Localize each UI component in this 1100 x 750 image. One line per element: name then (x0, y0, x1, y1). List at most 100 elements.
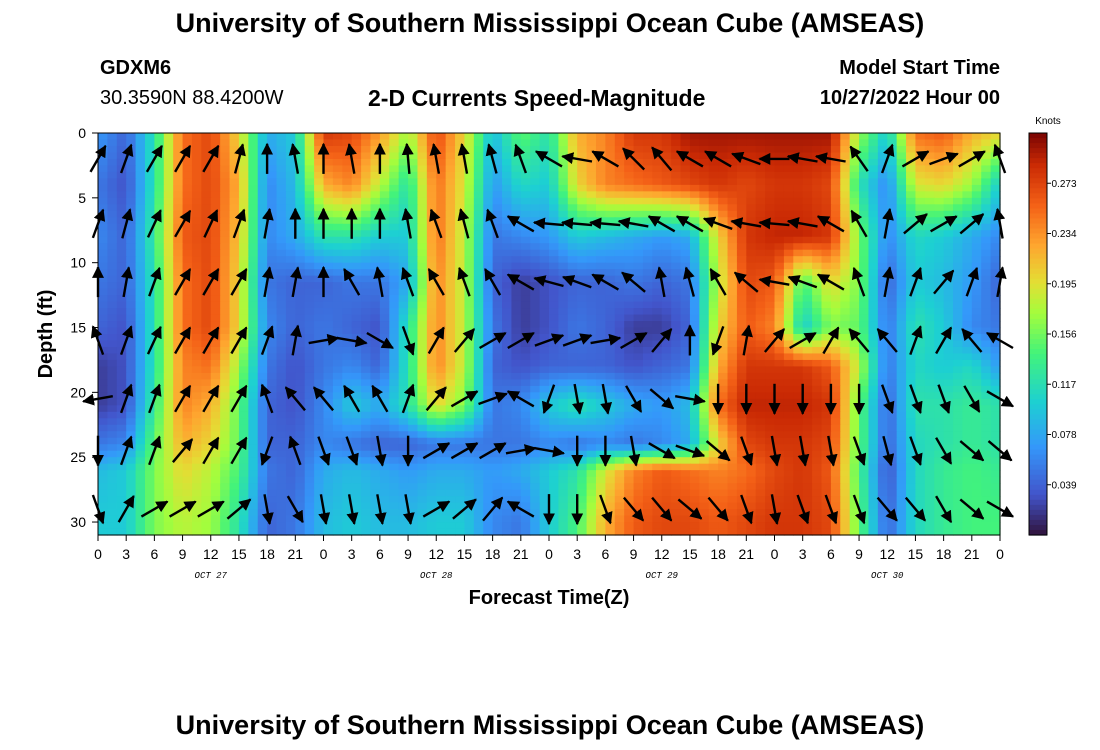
heatmap-cell (389, 346, 400, 355)
heatmap-cell (229, 165, 240, 173)
heatmap-cell (906, 165, 917, 173)
heatmap-cell (934, 152, 945, 160)
heatmap-cell (464, 314, 475, 322)
heatmap-cell (549, 249, 559, 257)
heatmap-cell (229, 444, 240, 452)
heatmap-cell (191, 249, 202, 257)
heatmap-cell (116, 321, 127, 329)
heatmap-cell (868, 158, 879, 167)
heatmap-cell (445, 282, 456, 290)
heatmap-cell (802, 321, 813, 329)
heatmap-cell (671, 282, 682, 290)
heatmap-cell (502, 359, 513, 368)
heatmap-cell (361, 230, 372, 238)
heatmap-cell (727, 424, 738, 432)
heatmap-cell (539, 334, 550, 342)
heatmap-cell (567, 249, 578, 257)
heatmap-cell (323, 145, 334, 154)
heatmap-cell (765, 269, 776, 277)
heatmap-cell (126, 178, 137, 186)
heatmap-cell (257, 379, 268, 387)
heatmap-cell (840, 145, 851, 154)
heatmap-cell (727, 372, 738, 380)
heatmap-cell (990, 269, 1001, 277)
heatmap-cell (830, 133, 841, 141)
heatmap-cell (802, 197, 813, 205)
heatmap-cell (98, 262, 108, 270)
heatmap-cell (877, 353, 888, 361)
heatmap-cell (614, 359, 625, 368)
heatmap-cell (426, 158, 437, 167)
heatmap-cell (144, 210, 155, 218)
heatmap-cell (821, 457, 832, 465)
heatmap-cell (323, 385, 334, 393)
heatmap-cell (182, 405, 193, 413)
heatmap-cell (163, 405, 174, 413)
heatmap-cell (220, 437, 231, 445)
heatmap-cell (934, 327, 945, 335)
heatmap-cell (398, 288, 409, 296)
heatmap-cell (859, 405, 870, 413)
heatmap-cell (680, 288, 691, 296)
heatmap-cell (971, 463, 982, 471)
heatmap-cell (398, 282, 409, 290)
heatmap-cell (408, 210, 419, 218)
heatmap-cell (943, 437, 954, 445)
heatmap-cell (549, 223, 559, 231)
heatmap-cell (953, 223, 964, 231)
heatmap-cell (652, 411, 663, 419)
heatmap-cell (248, 321, 259, 329)
heatmap-cell (840, 133, 851, 141)
heatmap-cell (661, 301, 672, 309)
heatmap-cell (746, 444, 757, 452)
heatmap-cell (361, 314, 372, 322)
heatmap-cell (736, 359, 747, 368)
heatmap-cell (887, 321, 898, 329)
heatmap-cell (652, 405, 663, 413)
heatmap-cell (201, 359, 212, 368)
heatmap-cell (614, 392, 625, 400)
heatmap-cell (502, 418, 513, 426)
heatmap-cell (154, 405, 165, 413)
heatmap-cell (718, 314, 729, 322)
heatmap-cell (558, 463, 569, 471)
heatmap-cell (502, 444, 513, 452)
heatmap-cell (981, 444, 992, 452)
heatmap-cell (877, 379, 888, 387)
heatmap-cell (755, 431, 766, 439)
heatmap-cell (736, 191, 747, 199)
heatmap-cell (953, 398, 964, 406)
heatmap-cell (661, 288, 672, 296)
heatmap-cell (464, 463, 475, 471)
heatmap-cell (539, 353, 550, 361)
heatmap-cell (389, 444, 400, 452)
heatmap-cell (896, 398, 907, 406)
heatmap-cell (671, 334, 682, 342)
heatmap-cell (765, 359, 776, 368)
heatmap-cell (915, 249, 926, 257)
heatmap-cell (511, 178, 522, 186)
heatmap-cell (652, 133, 663, 141)
heatmap-cell (229, 158, 240, 167)
heatmap-cell (915, 379, 926, 387)
heatmap-cell (191, 139, 202, 147)
heatmap-cell (436, 152, 447, 160)
heatmap-cell (182, 398, 193, 406)
heatmap-cell (107, 230, 118, 238)
heatmap-cell (492, 171, 503, 179)
heatmap-cell (821, 282, 832, 290)
heatmap-cell (455, 204, 466, 212)
heatmap-cell (558, 444, 569, 452)
heatmap-cell (455, 379, 466, 387)
heatmap-cell (774, 262, 785, 270)
heatmap-cell (689, 269, 700, 277)
heatmap-cell (116, 437, 127, 445)
heatmap-cell (689, 133, 700, 141)
heatmap-cell (417, 236, 428, 244)
heatmap-cell (257, 230, 268, 238)
heatmap-cell (304, 398, 315, 406)
heatmap-cell (520, 340, 531, 348)
heatmap-cell (417, 197, 428, 205)
heatmap-cell (276, 334, 287, 342)
heatmap-cell (455, 165, 466, 173)
